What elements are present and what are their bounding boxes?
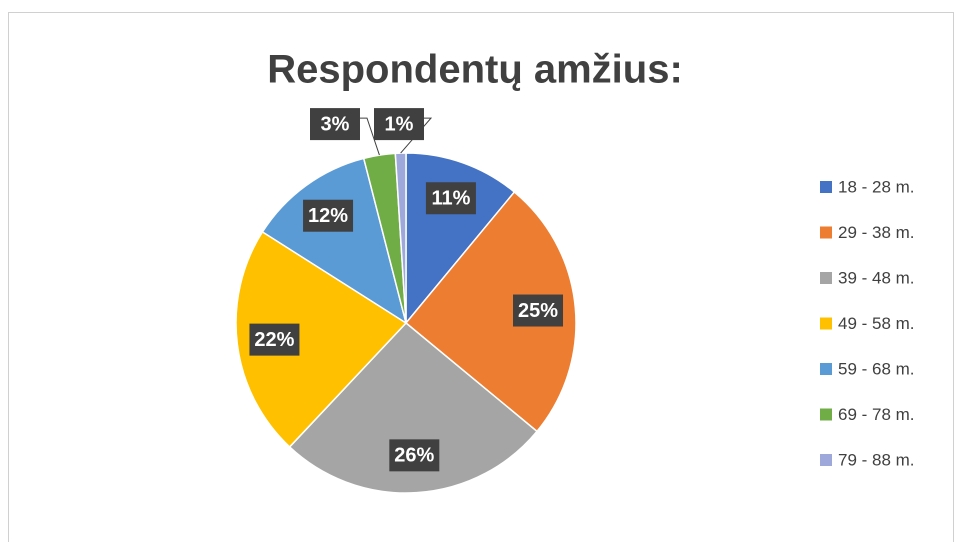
chart-title: Respondentų amžius: bbox=[267, 48, 683, 92]
data-label-box bbox=[303, 199, 354, 232]
data-label: 1% bbox=[385, 113, 414, 135]
legend-label: 29 - 38 m. bbox=[838, 223, 915, 242]
legend-label: 49 - 58 m. bbox=[838, 314, 915, 333]
legend-label: 59 - 68 m. bbox=[838, 359, 915, 378]
legend-label: 39 - 48 m. bbox=[838, 268, 915, 287]
legend-swatch bbox=[820, 226, 832, 239]
data-label: 26% bbox=[394, 445, 434, 467]
legend-swatch bbox=[820, 181, 832, 193]
pie-slice bbox=[235, 230, 408, 448]
pie-slice bbox=[404, 190, 577, 433]
data-label-box bbox=[374, 108, 424, 141]
legend-swatch bbox=[820, 317, 832, 330]
legend-swatch bbox=[820, 454, 832, 466]
leader-line bbox=[357, 117, 380, 156]
data-label-box bbox=[249, 323, 300, 356]
data-label-box bbox=[425, 182, 476, 215]
pie-slice bbox=[288, 321, 539, 494]
legend-swatch bbox=[820, 363, 832, 375]
legend-swatch bbox=[820, 408, 832, 421]
pie-slice bbox=[261, 157, 408, 325]
data-label-box bbox=[513, 294, 564, 327]
data-label-box bbox=[310, 108, 360, 141]
data-label: 12% bbox=[308, 205, 348, 227]
leader-line bbox=[400, 117, 433, 154]
legend-label: 79 - 88 m. bbox=[838, 450, 915, 469]
data-label: 3% bbox=[321, 113, 350, 135]
data-label: 11% bbox=[431, 188, 470, 210]
data-label: 22% bbox=[254, 329, 294, 351]
legend-swatch bbox=[820, 272, 832, 284]
data-label-box bbox=[389, 439, 440, 472]
legend-label: 18 - 28 m. bbox=[838, 177, 915, 196]
data-label: 25% bbox=[518, 300, 558, 322]
legend-label: 69 - 78 m. bbox=[838, 405, 915, 424]
